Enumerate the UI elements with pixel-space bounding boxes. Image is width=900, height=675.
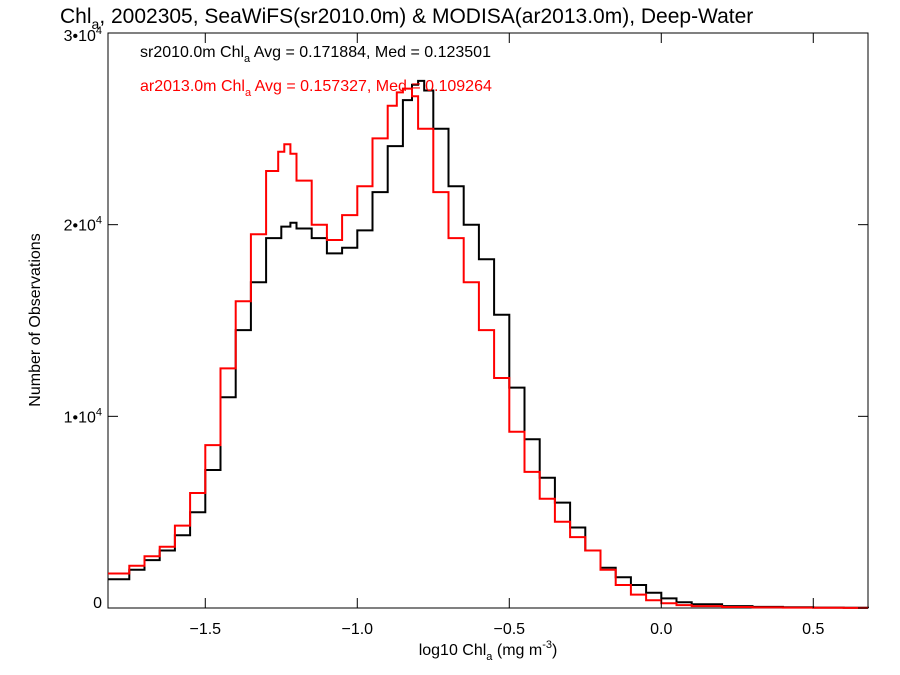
chart-title-subscript: a bbox=[92, 16, 100, 32]
legend-ar2013-prefix: ar2013.0m Chl bbox=[140, 78, 245, 95]
plot-frame bbox=[107, 32, 869, 609]
series-line-sr2010 bbox=[108, 79, 869, 609]
x-axis-label-superscript: -3 bbox=[542, 639, 552, 651]
legend-entry-sr2010: sr2010.0m Chla Avg = 0.171884, Med = 0.1… bbox=[140, 44, 491, 65]
x-axis-label: log10 Chla (mg m-3) bbox=[419, 639, 558, 663]
chart-title: Chla, 2002305, SeaWiFS(sr2010.0m) & MODI… bbox=[60, 5, 753, 32]
y-axis-ticks: 0 1•104 2•104 3•104 bbox=[64, 25, 868, 612]
legend-sr2010-subscript: a bbox=[244, 53, 251, 65]
y-tick-label: 3•104 bbox=[64, 25, 102, 45]
series-line-ar2013 bbox=[108, 87, 868, 609]
x-tick-label: −1.5 bbox=[189, 621, 221, 638]
x-axis-label-subscript: a bbox=[486, 651, 493, 663]
x-tick-label: −1.0 bbox=[341, 621, 373, 638]
chart-title-rest: , 2002305, SeaWiFS(sr2010.0m) & MODISA(a… bbox=[99, 5, 753, 28]
x-axis-ticks: −1.5 −1.0 −0.5 0.0 0.5 bbox=[189, 33, 824, 638]
series-layer bbox=[108, 79, 869, 609]
x-axis-label-end: ) bbox=[552, 642, 557, 659]
x-axis-label-rest: (mg m bbox=[492, 642, 542, 659]
legend-ar2013-subscript: a bbox=[245, 87, 252, 99]
x-tick-label: 0.5 bbox=[802, 621, 824, 638]
legend-ar2013-rest: Avg = 0.157327, Med = 0.109264 bbox=[251, 78, 492, 95]
x-axis-label-prefix: log10 Chl bbox=[419, 642, 487, 659]
legend-entry-ar2013: ar2013.0m Chla Avg = 0.157327, Med = 0.1… bbox=[140, 78, 492, 99]
legend-sr2010-prefix: sr2010.0m Chl bbox=[140, 44, 244, 61]
chart-title-prefix: Chl bbox=[60, 5, 92, 28]
x-tick-label: 0.0 bbox=[650, 621, 672, 638]
y-tick-label: 1•104 bbox=[64, 406, 102, 426]
x-tick-label: −0.5 bbox=[493, 621, 525, 638]
y-tick-label: 2•104 bbox=[64, 215, 102, 235]
legend-sr2010-rest: Avg = 0.171884, Med = 0.123501 bbox=[250, 44, 491, 61]
y-axis-label: Number of Observations bbox=[27, 233, 44, 406]
y-tick-label: 0 bbox=[93, 595, 102, 612]
